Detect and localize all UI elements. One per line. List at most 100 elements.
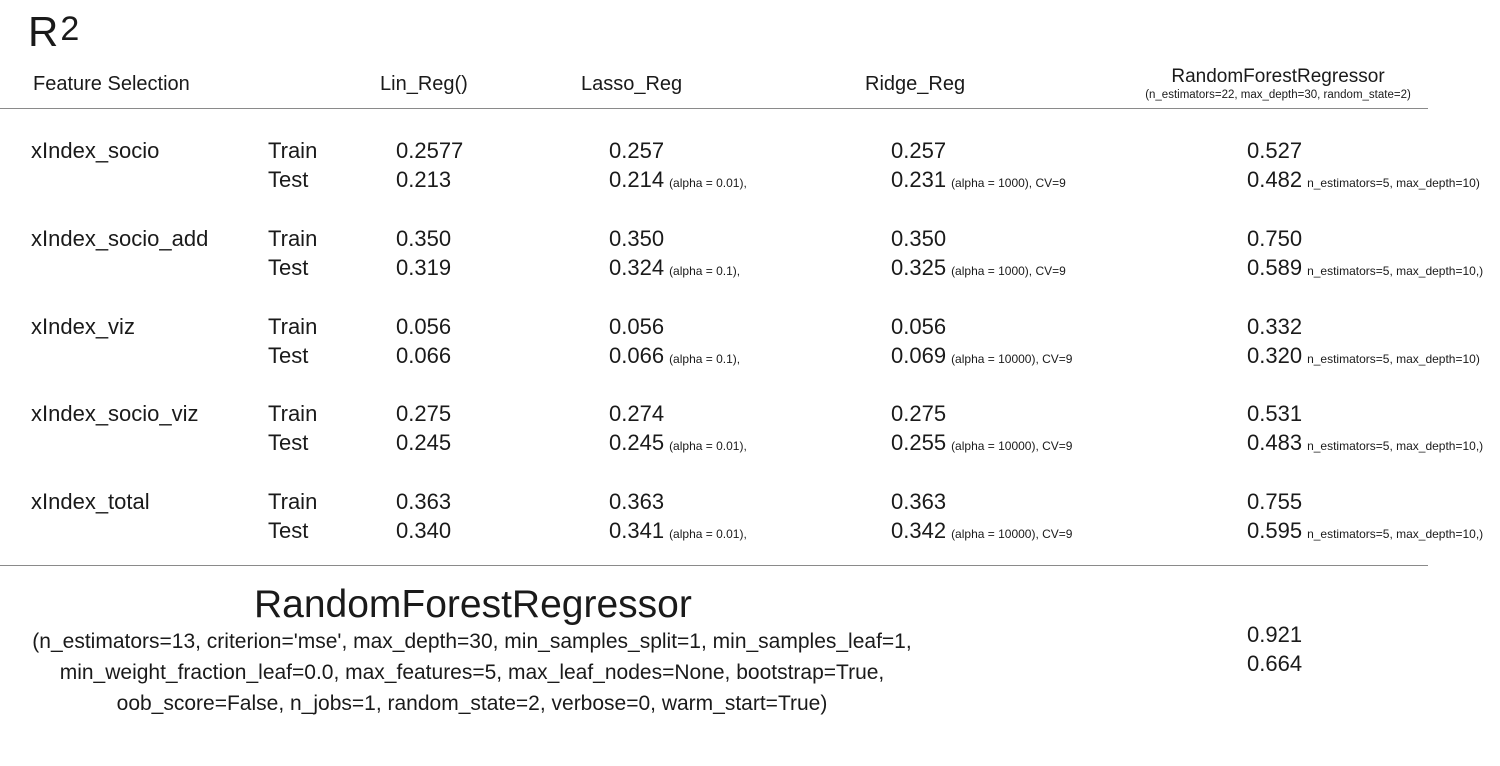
rf-params-block: (n_estimators=13, criterion='mse', max_d…	[0, 626, 944, 719]
rf-test-value: 0.482	[1247, 167, 1303, 192]
ridge-train-value: 0.056	[891, 314, 947, 339]
lasso-test-value: 0.324	[609, 255, 665, 280]
lin-test-value: 0.213	[396, 167, 452, 192]
rf-param-line: (n_estimators=13, criterion='mse', max_d…	[32, 630, 912, 653]
lin-train-value: 0.350	[396, 226, 452, 251]
ridge-test-param-note: (alpha = 10000), CV=9	[951, 352, 1073, 366]
lasso-test-param-note: (alpha = 0.01),	[669, 439, 747, 453]
lasso-test-param-note: (alpha = 0.01),	[669, 176, 747, 190]
lasso-test-value: 0.066	[609, 343, 665, 368]
lin-test-value: 0.340	[396, 518, 452, 543]
test-label: Test	[268, 167, 309, 192]
rf-test-value: 0.483	[1247, 430, 1303, 455]
lasso-train-value: 0.363	[609, 489, 665, 514]
ridge-test-value: 0.342	[891, 518, 947, 543]
header-lin-reg: Lin_Reg()	[380, 73, 468, 95]
lin-train-value: 0.056	[396, 314, 452, 339]
train-label: Train	[268, 401, 318, 426]
lasso-test: 0.341 (alpha = 0.01),	[609, 516, 747, 549]
ridge-test: 0.069 (alpha = 10000), CV=9	[891, 341, 1072, 374]
feature-name: xIndex_socio	[31, 138, 160, 163]
feature-name: xIndex_socio_add	[31, 226, 209, 251]
rf-test: 0.482 n_estimators=5, max_depth=10)	[1247, 165, 1480, 198]
header-random-forest: RandomForestRegressor (n_estimators=22, …	[1128, 66, 1428, 102]
lasso-test-value: 0.245	[609, 430, 665, 455]
section-divider	[0, 565, 1428, 566]
rf-test: 0.595 n_estimators=5, max_depth=10,)	[1247, 516, 1483, 549]
rf-param-line: min_weight_fraction_leaf=0.0, max_featur…	[59, 661, 885, 684]
train-label: Train	[268, 314, 318, 339]
rf-test-param-note: n_estimators=5, max_depth=10,)	[1307, 439, 1484, 453]
lasso-train-value: 0.257	[609, 138, 665, 163]
rf-test-value: 0.595	[1247, 518, 1303, 543]
lin-train-value: 0.275	[396, 401, 452, 426]
header-lasso-reg: Lasso_Reg	[581, 73, 683, 95]
rf-test: 0.589 n_estimators=5, max_depth=10,)	[1247, 253, 1483, 286]
train-label: Train	[268, 226, 318, 251]
rf-train-value: 0.750	[1247, 226, 1303, 251]
rf-test-value: 0.664	[1247, 651, 1303, 676]
rf-test-value: 0.320	[1247, 343, 1303, 368]
ridge-test-param-note: (alpha = 1000), CV=9	[951, 264, 1066, 278]
header-feature-selection: Feature Selection	[33, 73, 190, 95]
ridge-test: 0.325 (alpha = 1000), CV=9	[891, 253, 1066, 286]
rf-test-param-note: n_estimators=5, max_depth=10,)	[1307, 527, 1484, 541]
test-label: Test	[268, 430, 309, 455]
lasso-test-param-note: (alpha = 0.1),	[669, 352, 741, 366]
ridge-test: 0.231 (alpha = 1000), CV=9	[891, 165, 1066, 198]
ridge-test: 0.342 (alpha = 10000), CV=9	[891, 516, 1072, 549]
header-ridge-reg: Ridge_Reg	[865, 73, 966, 95]
lasso-test: 0.066 (alpha = 0.1),	[609, 341, 740, 374]
header-rf-label: RandomForestRegressor	[1171, 66, 1385, 87]
feature-name: xIndex_viz	[31, 314, 135, 339]
ridge-train-value: 0.363	[891, 489, 947, 514]
ridge-test-value: 0.069	[891, 343, 947, 368]
lin-test-value: 0.319	[396, 255, 452, 280]
lin-test-value: 0.066	[396, 343, 452, 368]
rf-train-value: 0.921	[1247, 622, 1303, 647]
train-label: Train	[268, 138, 318, 163]
rf-section-title: RandomForestRegressor	[254, 583, 692, 626]
rf-test-param-note: n_estimators=5, max_depth=10,)	[1307, 264, 1484, 278]
rf-test: 0.320 n_estimators=5, max_depth=10)	[1247, 341, 1480, 374]
rf-test-param-note: n_estimators=5, max_depth=10)	[1307, 176, 1480, 190]
rf-test-value: 0.589	[1247, 255, 1303, 280]
title-superscript: 2	[60, 10, 80, 48]
train-label: Train	[268, 489, 318, 514]
test-label: Test	[268, 518, 309, 543]
header-rf-params: (n_estimators=22, max_depth=30, random_s…	[1145, 89, 1411, 101]
lasso-test-param-note: (alpha = 0.01),	[669, 527, 747, 541]
lasso-train-value: 0.274	[609, 401, 665, 426]
header-divider	[0, 108, 1428, 109]
lasso-test-param-note: (alpha = 0.1),	[669, 264, 741, 278]
lin-train-value: 0.2577	[396, 138, 464, 163]
lasso-test: 0.214 (alpha = 0.01),	[609, 165, 747, 198]
lin-train-value: 0.363	[396, 489, 452, 514]
ridge-test-param-note: (alpha = 10000), CV=9	[951, 439, 1073, 453]
lasso-test: 0.324 (alpha = 0.1),	[609, 253, 740, 286]
ridge-test-value: 0.231	[891, 167, 947, 192]
test-label: Test	[268, 255, 309, 280]
test-label: Test	[268, 343, 309, 368]
ridge-test-param-note: (alpha = 10000), CV=9	[951, 527, 1073, 541]
ridge-train-value: 0.257	[891, 138, 947, 163]
ridge-train-value: 0.275	[891, 401, 947, 426]
page-title: R2	[28, 8, 80, 55]
rf-train-value: 0.755	[1247, 489, 1303, 514]
feature-name: xIndex_socio_viz	[31, 401, 199, 426]
feature-name: xIndex_total	[31, 489, 150, 514]
lasso-test-value: 0.214	[609, 167, 665, 192]
lasso-test-value: 0.341	[609, 518, 665, 543]
lasso-train-value: 0.350	[609, 226, 665, 251]
ridge-train-value: 0.350	[891, 226, 947, 251]
rf-param-line: oob_score=False, n_jobs=1, random_state=…	[116, 692, 828, 715]
ridge-test-param-note: (alpha = 1000), CV=9	[951, 176, 1066, 190]
rf-train-value: 0.531	[1247, 401, 1303, 426]
lin-test-value: 0.245	[396, 430, 452, 455]
rf-train-value: 0.332	[1247, 314, 1303, 339]
rf-train-value: 0.527	[1247, 138, 1303, 163]
ridge-test-value: 0.325	[891, 255, 947, 280]
rf-test-param-note: n_estimators=5, max_depth=10)	[1307, 352, 1480, 366]
ridge-test-value: 0.255	[891, 430, 947, 455]
ridge-test: 0.255 (alpha = 10000), CV=9	[891, 428, 1072, 461]
